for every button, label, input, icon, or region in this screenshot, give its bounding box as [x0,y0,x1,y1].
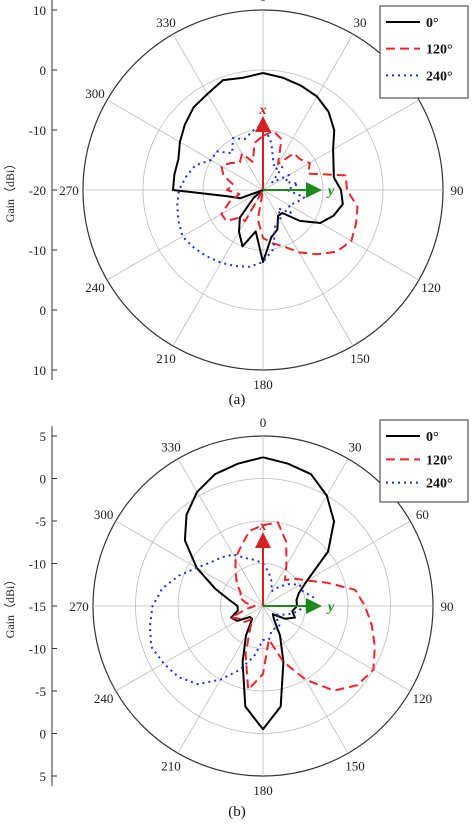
angle-tick-label: 60 [416,507,429,522]
polar-chart-a-svg: 0306090120150180210240270300330100-10-20… [3,0,469,408]
angle-tick-label: 300 [94,507,114,522]
legend-label: 240° [426,69,453,84]
gain-tick-label: -10 [29,243,46,258]
angle-tick-label: 270 [59,183,79,198]
grid-spoke [172,189,264,347]
angle-tick-label: 120 [413,691,433,706]
grid-spoke [262,520,411,607]
angle-tick-label: 90 [451,183,464,198]
angle-tick-label: 150 [345,758,365,773]
gain-tick-label: -5 [35,684,46,699]
gain-axis-label: Gain（dBi） [3,574,17,639]
grid-spoke [106,189,264,281]
legend-label: 240° [426,477,453,492]
grid-spoke [106,99,264,191]
grid-spoke [262,189,354,347]
legend-label: 120° [426,453,453,468]
gain-tick-label: 0 [40,472,47,487]
angle-tick-label: 330 [161,440,181,455]
panel-caption: (a) [229,392,246,408]
series-line-0 [183,456,335,731]
series-line-2 [176,123,306,268]
gain-tick-label: -10 [29,557,46,572]
gain-tick-label: 0 [40,303,47,318]
gain-tick-label: 0 [40,727,47,742]
gain-tick-label: 5 [40,429,47,444]
grid-spoke [262,605,411,692]
angle-tick-label: 30 [349,440,362,455]
grid-spoke [177,458,264,607]
x-axis-letter: x [259,519,267,534]
gain-tick-label: -10 [29,642,46,657]
grid-spoke [262,458,349,607]
gain-tick-label: -10 [29,123,46,138]
angle-tick-label: 210 [156,351,176,366]
gain-tick-label: -20 [29,183,46,198]
legend-label: 120° [426,43,453,58]
gain-tick-label: -5 [35,514,46,529]
series-line-1 [230,521,376,692]
polar-chart-b-svg: 0 30 60 90 120 150 180 210 240 270 300 330 5 0 -5 -10 -1… [3,415,469,820]
grid-spoke [262,99,420,191]
grid-spoke [262,605,349,754]
gain-tick-label: 0 [40,63,47,78]
grid-spoke [262,189,420,281]
angle-tick-label: 240 [85,280,105,295]
legend-box [379,419,469,503]
polar-chart-b: 0 30 60 90 120 150 180 210 240 270 300 330 5 0 -5 -10 -1… [0,414,474,827]
angle-tick-label: 90 [441,599,454,614]
angle-tick-label: 150 [350,351,370,366]
panel-caption: (b) [228,804,246,820]
angle-tick-label: 0 [260,415,267,430]
gain-tick-label: 5 [40,769,47,784]
angle-tick-label: 120 [421,280,441,295]
angle-tick-label: 270 [69,599,89,614]
y-axis-letter: y [326,600,335,615]
angle-tick-label: 30 [354,15,367,30]
grid-spoke [115,520,264,607]
gain-tick-label: 10 [33,3,46,18]
series-line-2 [149,553,315,686]
gain-axis-label: Gain（dBi） [3,158,17,223]
angle-tick-label: 180 [253,377,273,392]
y-axis-letter: y [326,184,335,199]
gain-tick-label: -15 [29,599,46,614]
legend-label: 0° [426,430,439,445]
grid-spoke [262,33,354,191]
angle-tick-label: 330 [156,15,176,30]
gain-tick-label: 10 [33,363,46,378]
angle-tick-label: 0 [260,0,267,4]
series-line-0 [172,72,344,263]
angle-tick-label: 210 [161,758,181,773]
grid-spoke [172,33,264,191]
angle-tick-label: 180 [253,783,273,798]
angle-tick-label: 300 [85,86,105,101]
x-axis-letter: x [259,103,267,118]
angle-tick-label: 240 [94,691,114,706]
legend-box [379,5,469,99]
legend-label: 0° [426,16,439,31]
polar-chart-a: 0306090120150180210240270300330100-10-20… [3,0,469,408]
series-line-1 [220,129,359,256]
